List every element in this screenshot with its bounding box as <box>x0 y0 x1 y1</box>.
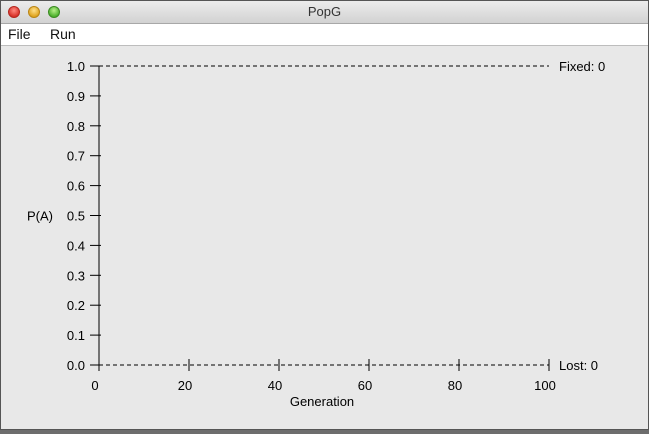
y-tick-label: 0.7 <box>67 149 85 164</box>
title-bar[interactable]: PopG <box>1 1 648 24</box>
y-tick-label: 0.6 <box>67 179 85 194</box>
y-tick-label: 0.8 <box>67 119 85 134</box>
minimize-window-icon[interactable] <box>28 6 40 18</box>
x-tick-label: 0 <box>91 378 98 393</box>
y-tick-label: 1.0 <box>67 59 85 74</box>
x-tick-label: 40 <box>268 378 282 393</box>
y-tick-label: 0.5 <box>67 209 85 224</box>
x-tick-label: 20 <box>178 378 192 393</box>
menu-bar: File Run <box>1 24 648 46</box>
x-tick-label: 80 <box>448 378 462 393</box>
y-tick-label: 0.2 <box>67 298 85 313</box>
lost-count-label: Lost: 0 <box>559 358 598 373</box>
y-tick-label: 0.3 <box>67 268 85 283</box>
close-window-icon[interactable] <box>8 6 20 18</box>
y-tick-label: 0.4 <box>67 238 85 253</box>
y-axis-label: P(A) <box>27 209 53 224</box>
zoom-window-icon[interactable] <box>48 6 60 18</box>
y-tick-label: 0.0 <box>67 358 85 373</box>
fixed-count-label: Fixed: 0 <box>559 59 605 74</box>
menu-file[interactable]: File <box>8 26 31 42</box>
window-title: PopG <box>307 4 342 19</box>
x-axis-label: Generation <box>290 394 354 409</box>
y-tick-label: 0.1 <box>67 328 85 343</box>
x-tick-label: 60 <box>358 378 372 393</box>
population-frequency-chart: 0.0 0.1 0.2 0.3 0.4 0.5 0.6 0.7 0.8 0.9 1.0 0 20 40 60… <box>27 59 605 409</box>
plot-area: 0.0 0.1 0.2 0.3 0.4 0.5 0.6 0.7 0.8 0.9 1.0 0 20 40 60… <box>1 46 648 429</box>
y-tick-label: 0.9 <box>67 89 85 104</box>
x-tick-label: 100 <box>534 378 556 393</box>
menu-run[interactable]: Run <box>50 26 76 42</box>
